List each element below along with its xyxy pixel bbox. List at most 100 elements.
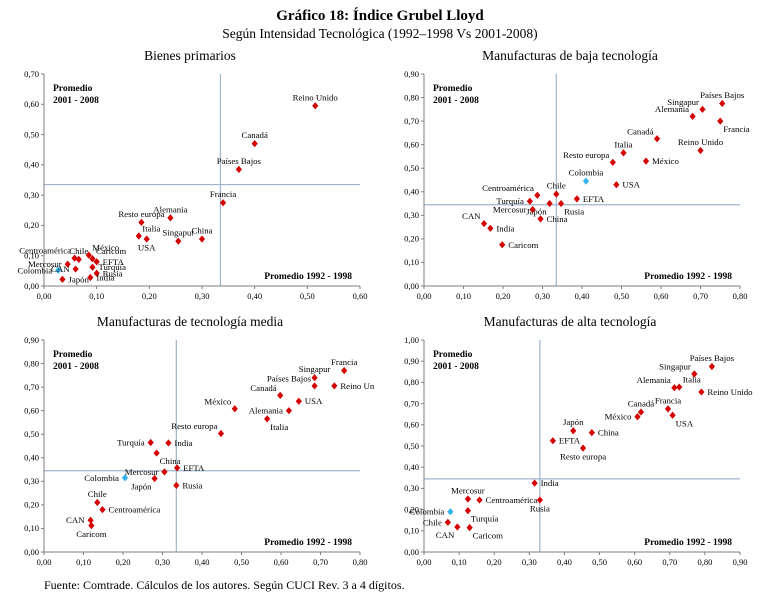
y-axis-label: Promedio 2001 - 2008 xyxy=(433,350,479,372)
x-tick-label: 0,80 xyxy=(733,291,748,301)
scatter-plot-canvas: 0,00 0,10 0,20 0,30 0,40 0,50 0,60 0,70 0,80 0,90… xyxy=(6,330,386,574)
data-point xyxy=(143,235,150,243)
y-tick-label: 0,40 xyxy=(404,186,419,196)
x-tick-label: 0,80 xyxy=(353,557,368,567)
data-point xyxy=(573,194,580,203)
figure-header: Gráfico 18: Índice Grubel Lloyd Según In… xyxy=(0,0,760,43)
y-tick-label: 0,00 xyxy=(24,546,39,556)
y-tick-label: 0,70 xyxy=(24,68,39,78)
data-point xyxy=(549,436,556,444)
data-point xyxy=(277,391,284,399)
data-point-label: Centroamérica xyxy=(108,504,160,514)
data-point-label: Singapur xyxy=(162,227,194,237)
data-point xyxy=(637,408,645,416)
data-point-label: Resto europa xyxy=(560,451,606,461)
data-point xyxy=(642,157,650,165)
data-point-label: Resto europa xyxy=(171,421,217,431)
x-tick-label: 0,70 xyxy=(662,557,677,567)
chart-manufacturas-baja-tecnologia: Manufacturas de baja tecnología 0,00 0,10… xyxy=(380,45,760,311)
data-point-label: Canadá xyxy=(628,398,654,408)
data-point-label: CAN xyxy=(51,264,70,274)
x-tick-label: 0,40 xyxy=(247,291,262,301)
x-tick-label: 0,60 xyxy=(274,557,289,567)
y-tick-label: 0,60 xyxy=(24,405,39,415)
data-point-label: Países Bajos xyxy=(700,90,745,100)
data-point-label: Centroamérica xyxy=(485,495,537,505)
x-tick-label: 0,10 xyxy=(89,291,104,301)
data-point-label: Francia xyxy=(210,189,236,199)
data-point-label: Chile xyxy=(69,245,88,255)
data-point xyxy=(671,383,678,391)
data-point-label: Singapur xyxy=(659,361,691,371)
y-tick-label: 0,10 xyxy=(24,250,39,260)
data-point xyxy=(464,495,471,503)
data-point xyxy=(341,366,348,374)
data-point-label: Mercosur xyxy=(451,485,485,495)
data-point xyxy=(89,254,96,262)
data-point xyxy=(138,218,145,226)
y-tick-label: 0,50 xyxy=(404,440,419,450)
data-point xyxy=(235,165,242,173)
data-point-label: Francia xyxy=(723,124,749,134)
data-point xyxy=(476,496,483,504)
data-point-label: Canadá xyxy=(627,126,653,136)
y-tick-label: 0,00 xyxy=(404,280,419,290)
data-point xyxy=(89,263,96,271)
data-point-label: Reino Unido xyxy=(707,387,753,397)
chart-title: Manufacturas de baja tecnología xyxy=(482,47,658,63)
data-point-label: India xyxy=(496,223,514,233)
x-tick-label: 0,40 xyxy=(195,557,210,567)
data-point-label: Chile xyxy=(88,489,107,499)
data-point xyxy=(534,191,541,199)
figure-footer: Fuente: Comtrade. Cálculos de los autore… xyxy=(0,578,760,593)
data-point-label: México xyxy=(92,242,119,252)
data-point-label: India xyxy=(174,438,192,448)
scatter-plot-canvas: 0,00 0,10 0,20 0,30 0,40 0,50 0,60 0,70 0,00 0,10… xyxy=(6,64,374,308)
highlighted-data-point xyxy=(582,177,590,185)
chart-bienes-primarios: Bienes primarios 0,00 0,10 0,20 0,30 0,40 0,5… xyxy=(0,45,380,311)
data-point xyxy=(85,251,92,259)
data-point-label: China xyxy=(160,456,181,466)
x-tick-label: 0,20 xyxy=(116,557,131,567)
data-point xyxy=(135,232,142,240)
data-point-label: Rusia xyxy=(530,503,550,513)
y-tick-label: 0,10 xyxy=(24,523,39,533)
data-point-label: EFTA xyxy=(583,193,605,203)
y-tick-label: 0,60 xyxy=(404,419,419,429)
data-point-label: Italia xyxy=(614,139,632,149)
data-point xyxy=(717,117,724,125)
data-point-label: China xyxy=(191,225,212,235)
x-tick-label: 0,50 xyxy=(300,291,315,301)
data-point xyxy=(75,255,82,263)
x-tick-label: 0,10 xyxy=(76,557,91,567)
y-tick-label: 0,40 xyxy=(404,462,419,472)
data-point-label: Reino Unido xyxy=(678,137,724,147)
data-point-label: Rusia xyxy=(564,206,584,216)
data-point-label: Turquía xyxy=(496,196,524,206)
y-tick-label: 0,90 xyxy=(24,334,39,344)
data-point xyxy=(570,426,577,434)
y-tick-label: 0,80 xyxy=(404,377,419,387)
data-point-label: Alemania xyxy=(153,204,187,214)
y-tick-label: 0,00 xyxy=(24,280,39,290)
x-tick-label: 0,40 xyxy=(557,557,572,567)
data-point-label: Países Bajos xyxy=(217,156,262,166)
data-point-label: Reino Unido xyxy=(340,381,374,391)
y-tick-label: 0,50 xyxy=(24,429,39,439)
data-point xyxy=(529,205,536,213)
data-point xyxy=(609,158,616,166)
y-tick-label: 0,50 xyxy=(404,163,419,173)
data-point xyxy=(71,254,78,262)
data-point xyxy=(161,467,168,476)
x-axis-label: Promedio 1992 - 1998 xyxy=(264,272,352,282)
data-point xyxy=(588,428,595,436)
data-point-label: Alemania xyxy=(637,375,671,385)
data-point-label: Países Bajos xyxy=(690,353,735,363)
data-point xyxy=(147,438,154,446)
data-point-label: Singapur xyxy=(667,96,699,106)
data-point xyxy=(251,139,258,147)
data-point-label: Japón xyxy=(563,417,584,427)
x-tick-label: 0,00 xyxy=(37,557,52,567)
data-point xyxy=(312,101,319,110)
data-point xyxy=(499,240,506,249)
